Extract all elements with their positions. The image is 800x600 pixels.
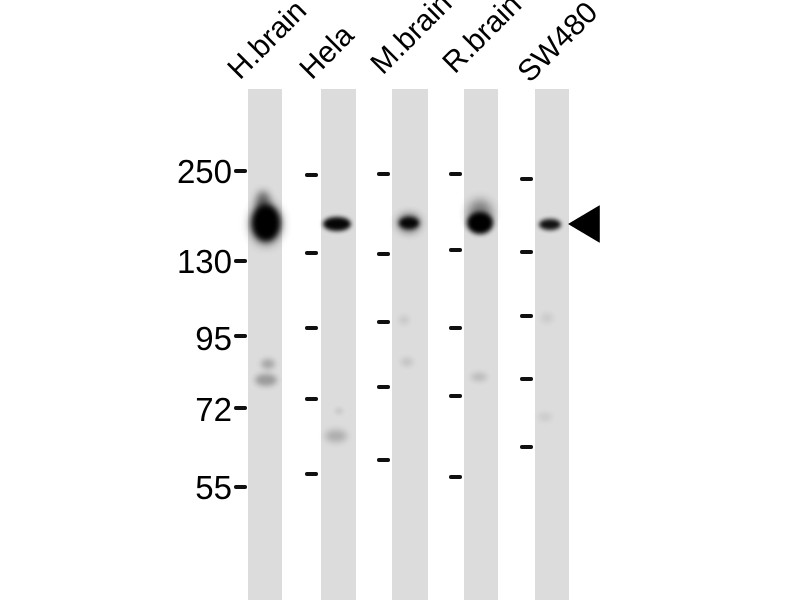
ladder-tick <box>520 314 533 318</box>
faint-band-m-brain <box>399 316 409 324</box>
ladder-tick <box>449 394 462 398</box>
gel-lane-r-brain <box>464 89 498 600</box>
ladder-tick <box>305 472 318 476</box>
ladder-tick <box>520 250 533 254</box>
ladder-tick <box>377 458 390 462</box>
mw-tick-72 <box>234 406 247 410</box>
ladder-tick <box>305 173 318 177</box>
band-arrowhead-icon <box>568 205 600 243</box>
gel-lane-h-brain <box>248 89 282 600</box>
ladder-tick <box>377 385 390 389</box>
protein-band-hela <box>323 217 351 231</box>
protein-band-r-brain <box>467 212 493 234</box>
ladder-tick <box>449 172 462 176</box>
gel-lane-sw480 <box>535 89 569 600</box>
protein-band-h-brain <box>256 191 270 215</box>
faint-band-sw480 <box>538 413 552 421</box>
faint-band-sw480 <box>541 313 553 323</box>
faint-band-h-brain <box>255 374 277 386</box>
lane-label-m-brain: M.brain <box>364 0 459 81</box>
mw-label-250: 250 <box>176 153 232 190</box>
ladder-tick <box>305 397 318 401</box>
mw-label-72: 72 <box>195 391 232 428</box>
mw-tick-130 <box>234 259 247 263</box>
gel-lane-m-brain <box>392 89 428 600</box>
ladder-tick <box>449 326 462 330</box>
mw-tick-95 <box>234 334 247 338</box>
protein-band-m-brain <box>397 213 421 233</box>
faint-band-hela <box>335 408 343 414</box>
lane-label-hela: Hela <box>293 18 361 86</box>
faint-band-r-brain <box>471 373 487 381</box>
ladder-tick <box>377 320 390 324</box>
ladder-tick <box>305 251 318 255</box>
ladder-tick <box>377 252 390 256</box>
ladder-tick <box>520 177 533 181</box>
protein-band-r-brain <box>468 200 492 228</box>
gel-lane-hela <box>321 89 356 600</box>
ladder-tick <box>449 475 462 479</box>
mw-label-130: 130 <box>176 243 232 280</box>
lane-label-h-brain: H.brain <box>221 0 314 86</box>
ladder-tick <box>520 377 533 381</box>
faint-band-h-brain <box>261 359 275 369</box>
mw-tick-250 <box>234 169 247 173</box>
ladder-tick <box>377 172 390 176</box>
ladder-tick <box>520 445 533 449</box>
faint-band-m-brain <box>401 358 413 366</box>
ladder-tick <box>305 326 318 330</box>
ladder-tick <box>449 248 462 252</box>
mw-tick-55 <box>234 485 247 489</box>
mw-label-55: 55 <box>195 469 232 506</box>
mw-label-95: 95 <box>195 320 232 357</box>
protein-band-sw480 <box>539 218 561 230</box>
faint-band-hela <box>325 430 347 442</box>
protein-band-m-brain <box>399 217 419 229</box>
lane-label-sw480: SW480 <box>511 0 605 89</box>
